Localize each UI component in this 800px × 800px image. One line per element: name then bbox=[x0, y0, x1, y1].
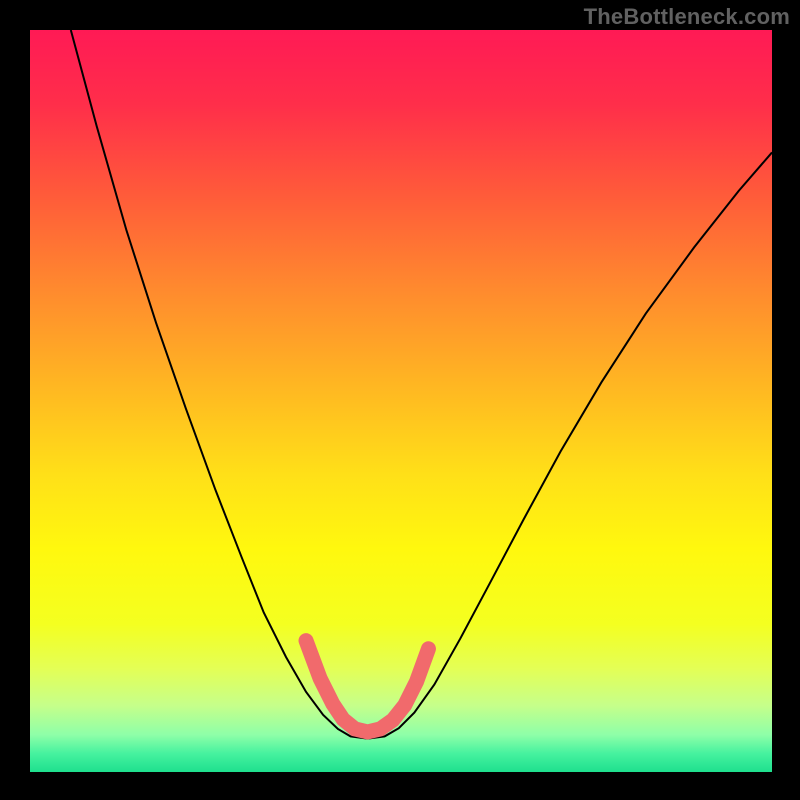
curves-layer bbox=[30, 30, 772, 772]
watermark-text: TheBottleneck.com bbox=[584, 4, 790, 30]
main-v-curve bbox=[71, 30, 772, 739]
plot-area bbox=[30, 30, 772, 772]
chart-canvas: TheBottleneck.com bbox=[0, 0, 800, 800]
